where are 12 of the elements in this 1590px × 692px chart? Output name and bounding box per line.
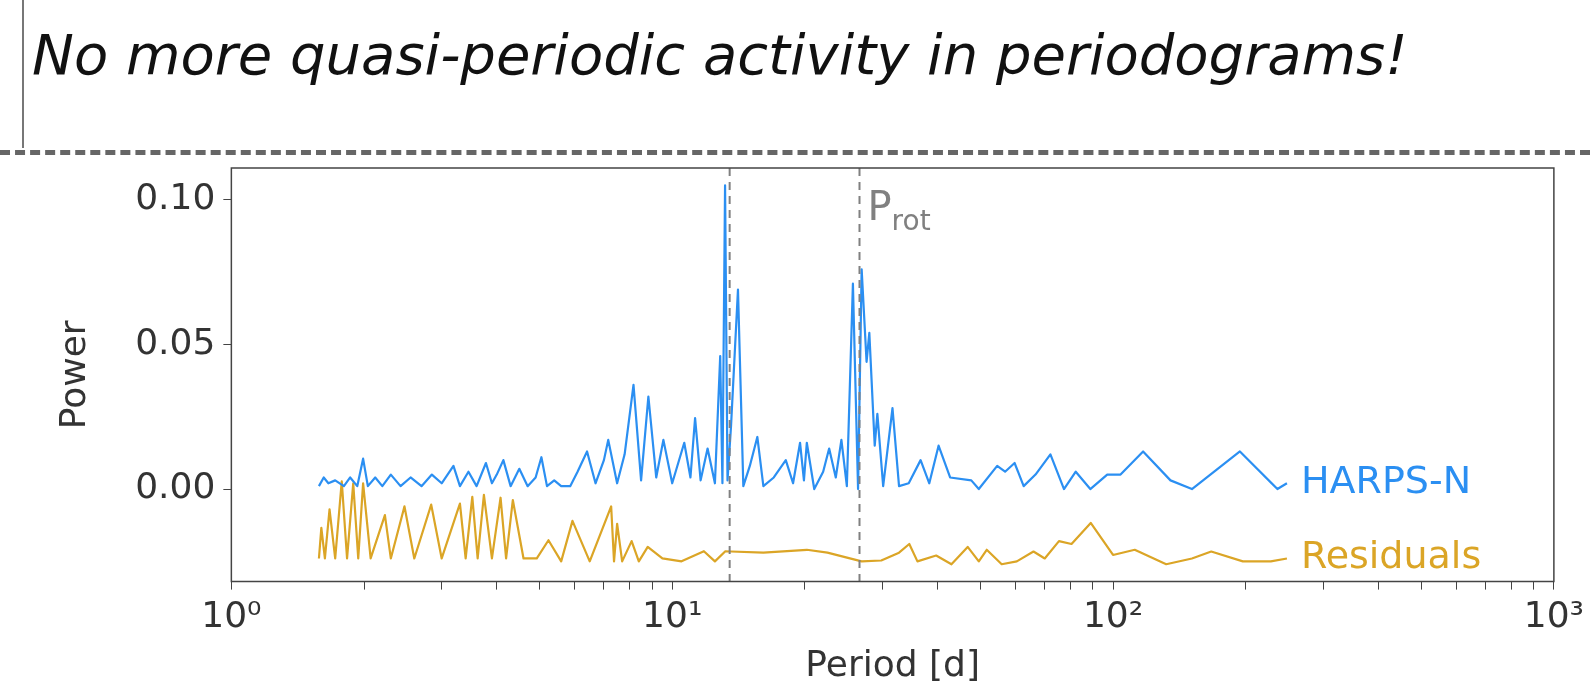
x-tick-label: 10³ xyxy=(1523,593,1584,635)
x-tick-label: 10⁰ xyxy=(201,593,262,635)
y-tick-label: 0.10 xyxy=(135,176,216,218)
series-label: Residuals xyxy=(1300,533,1482,578)
x-tick-label: 10² xyxy=(1082,593,1144,635)
series-label: HARPS-N xyxy=(1300,458,1472,503)
chart-title: No more quasi-periodic activity in periodograms! xyxy=(32,22,1408,87)
y-tick-label: 0.00 xyxy=(135,465,216,507)
x-tick-label: 10¹ xyxy=(642,593,703,635)
x-axis-title: Period [d] xyxy=(805,642,980,684)
y-axis-title: Power xyxy=(51,320,93,430)
y-tick-label: 0.05 xyxy=(135,320,216,362)
